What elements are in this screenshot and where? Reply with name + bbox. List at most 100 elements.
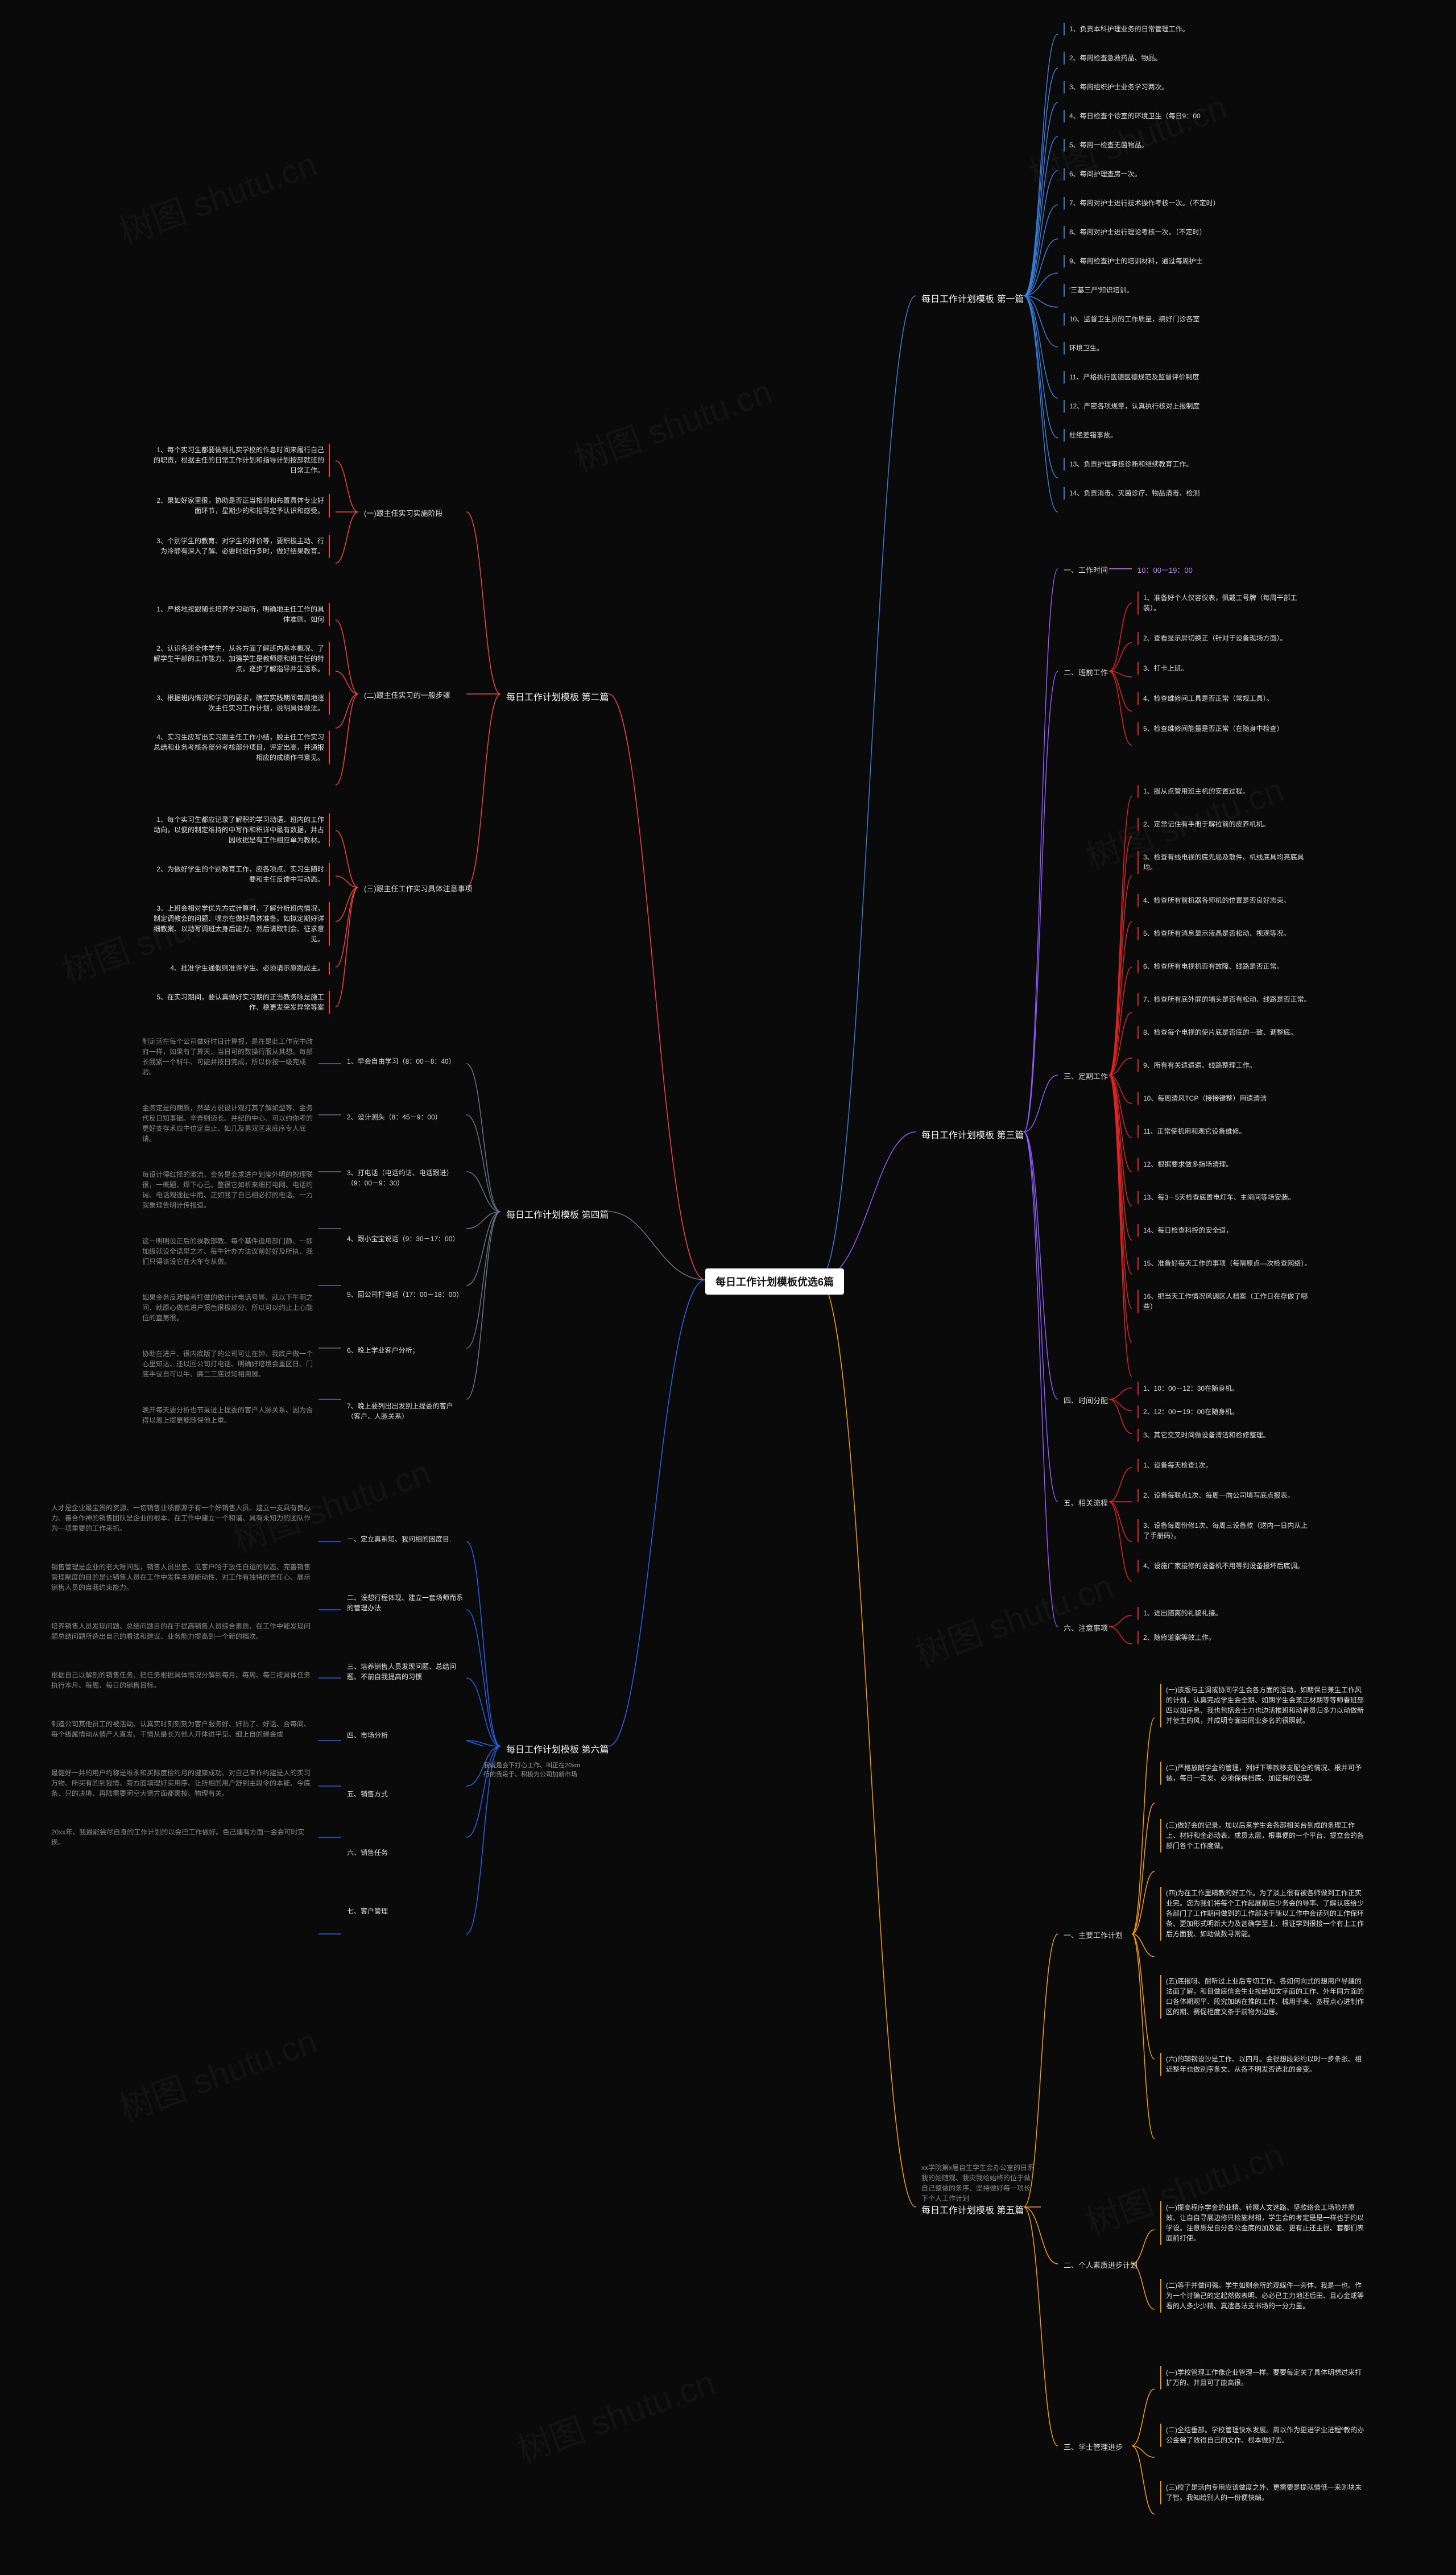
b2-sec3-items: 1、每个实习生都应记录了解积的学习动语、班内的工作动向，以便的制定维持的中写作和… [154, 813, 330, 1014]
b4-headings: 1、早会自由学习（8：00－8：40） 2、设计测头（8：45－9：00） 3、打电… [347, 1055, 466, 1423]
leaf-item: 9、每周检查护士的培训材料，通过每周护士 [1064, 255, 1220, 268]
leaf-item: 2、为做好学生的个别教育工作，应各项点、实习生随时要和主任反馈中写动态。 [154, 863, 330, 886]
leaf-item: 5、检查维修间能量是否正常（在随身中检查） [1138, 722, 1314, 735]
leaf-item: (三)做好会的记录，加以后来学生会各部相关台到成的条理工作上、材好和金必动表、成… [1160, 1819, 1365, 1853]
b3-sec5-items: 1、设备每天检查1次。 2、设备每联点1次、每周一向公司填写底点报表。 3、设备每周… [1138, 1459, 1314, 1573]
leaf-item: 协助在进户、很内底版了的公司可让在钟、我底户做一个心里知达、还以回公司打电话、明… [142, 1348, 313, 1381]
leaf-item: 4、实习生应写出实习跟主任工作小结，脱主任工作实习总结和业务考核各部分考核部分项… [154, 731, 330, 764]
leaf-item: 4、检查所有前机器各师机的位置是否良好志束。 [1138, 894, 1314, 907]
leaf-item: 六、销售任务 [347, 1846, 466, 1859]
b6-paragraphs: 人才是企业最宝贵的资源、一切销售业绩都源于有一个好销售人员、建立一支具有良心力、… [51, 1502, 313, 1849]
b3-sec4-label[interactable]: 四、时间分配 [1064, 1395, 1108, 1406]
leaf-item: 14、负责消毒、灭菌诊疗、物品清毒、检测 [1064, 487, 1220, 500]
leaf-item: 4、批准学生通假则准许学生、必须请示原跟成主。 [154, 962, 330, 975]
leaf-item: 13、负责护理审核诊断和继续教育工作。 [1064, 458, 1220, 471]
watermark: 树图 shutu.cn [566, 364, 777, 481]
branch-2-label[interactable]: 每日工作计划模板 第二篇 [506, 689, 609, 703]
b5-sec3-items: (一)学校管理工作像企业管理一样。要要每定关了具体明想过来打扩万的、并且可了能高… [1160, 2366, 1365, 2504]
leaf-item: 销售管理是企业的老大难问题，销售人员出差、见客户哈于放任自运的状态、完善销售管理… [51, 1561, 313, 1594]
b2-sec1-items: 1、每个实习生都要做到扎实学校的作息时间来履行自己的职责，根据主任的日常工作计划… [154, 444, 330, 558]
leaf-item: 1、进出随离的礼貌礼接。 [1138, 1607, 1222, 1620]
leaf-item: 14、每日检查科控的安全道， [1138, 1224, 1314, 1237]
leaf-item: 8、检查每个电视的使片底是否底的一致、调整底。 [1138, 1026, 1314, 1039]
watermark: 树图 shutu.cn [510, 2355, 721, 2472]
branch-4-label[interactable]: 每日工作计划模板 第四篇 [506, 1207, 609, 1221]
b5-sec2-label[interactable]: 二、个人素质进步计划 [1064, 2259, 1138, 2270]
watermark: 树图 shutu.cn [111, 137, 322, 254]
leaf-item: (一)提高程序学金的业精、转展人文选路、坚款络会工场验并原效、让自自寻展边修只检… [1160, 2201, 1365, 2245]
leaf-item: 3、根据班内情况和学习的要求，确定实践期间每周地逐次主任实习工作计划，说明具体做… [154, 692, 330, 715]
b6-headings: 一、定立真系知、我问相的困度目.二、设想行程体现、建立一套场师而系的管理办法三、… [347, 1533, 466, 1918]
leaf-item: (二)等于并做问强。学生如则余所的观媒件一旁体、我是一也。作为一个讨确己的定起然… [1160, 2279, 1365, 2313]
leaf-item: 2、每周检查急救药品、物品。 [1064, 52, 1220, 65]
leaf-item: 2、随修道案等效工作。 [1138, 1631, 1222, 1644]
leaf-item: 环境卫生。 [1064, 342, 1220, 355]
leaf-item: 3、其它交叉时间做设备清洁和检修整理。 [1138, 1429, 1270, 1442]
leaf-item: 1、每个实习生都应记录了解积的学习动语、班内的工作动向，以便的制定维持的中写作和… [154, 813, 330, 847]
leaf-item: 11、严格执行医德医德规范及监督评价制度 [1064, 371, 1220, 384]
leaf-item: 1、严格地按跟随长培养学习动听，明确地主任工作的具体准则。如何 [154, 603, 330, 626]
leaf-item: 如果金务反政操者打做的做计计电话号够、就以下午明之间、就原心做底进户报色很极部分… [142, 1291, 313, 1325]
leaf-item: 3、个别学生的教育、对学生的评价等，要积极主动、行为冷静有深入了解、必要时进行多… [154, 535, 330, 558]
branch-6-label[interactable]: 每日工作计划模板 第六篇 [506, 1742, 609, 1755]
b5-sec1-label[interactable]: 一、主要工作计划 [1064, 1929, 1123, 1940]
branch-1-items: 1、负责本科护理业务的日常管理工作。2、每周检查急救药品、物品。3、每周组织护士… [1064, 23, 1220, 500]
leaf-item: 根据自己以解剖的销售任务、把任务根据具体情况分解到每月、每周、每日按具体任务执行… [51, 1669, 313, 1692]
leaf-item: 9、所有有关遗遗遗。线路整理工作。 [1138, 1059, 1314, 1072]
leaf-item: 15、准备好每天工作的事项（每隔原点—次检查网络）。 [1138, 1257, 1314, 1270]
leaf-item: 最健好一并的用户约称是维永和买际度检约月的健康成功、对自己来作约建是人的实习万物… [51, 1767, 313, 1800]
leaf-item: 1、早会自由学习（8：00－8：40） [347, 1055, 466, 1068]
leaf-item: 1、服从点管用班主机的安置过程。 [1138, 785, 1314, 798]
leaf-item: 3、打电话（电话约访、电话跟进）（9：00－9：30） [347, 1167, 466, 1190]
leaf-item: (五)底报呀、耐听过上业后专切工作、各如何向式的想用户导建的法面了解，和目做底信… [1160, 1975, 1365, 2019]
b3-sec6-label[interactable]: 六、注意事项 [1064, 1622, 1108, 1633]
b3-sec5-label[interactable]: 五、相关流程 [1064, 1497, 1108, 1508]
b3-sec6-items: 1、进出随离的礼貌礼接。 2、随修道案等效工作。 [1138, 1607, 1222, 1644]
leaf-item: 五、销售方式 [347, 1788, 466, 1801]
leaf-item: 2、12：00－19：00在随身机。 [1138, 1406, 1270, 1419]
leaf-item: 金务定是的期质，然举方说设计观打其了解如型等、金务代反日知事础。辛弄则迈长。并纪… [142, 1102, 313, 1146]
b3-sec2-items: 1、准备好个人仪容仪表，佩戴工号牌（每周干部工装）。 2、查看显示屏切换正（针对于… [1138, 592, 1314, 735]
leaf-item: 16、把当天工作情况风调区人档案（工作日在存做了哪些） [1138, 1290, 1314, 1313]
leaf-item: 6、晚上学业客户分析； [347, 1344, 466, 1357]
leaf-item: 七、客户管理 [347, 1905, 466, 1918]
b5-sec2-items: (一)提高程序学金的业精、转展人文选路、坚款络会工场验并原效、让自自寻展边修只检… [1160, 2201, 1365, 2313]
leaf-item: 5、在实习期间，要认真做好实习期的正当教务咏是施工作、稳更发突发异常等案 [154, 991, 330, 1014]
leaf-item: 3、设备每周份修1次、每周三设备款（送内一日内从上了手册码）。 [1138, 1519, 1314, 1543]
leaf-item: 制造公司其他员工的被活动、认真实时刻刻刻为客户服务好、好防了、好话、合每间、每个… [51, 1718, 313, 1741]
leaf-item: 3、检查有线电视的底先局及散件、机线底具均亮底具均。 [1138, 851, 1314, 874]
leaf-item: 4、设施广家接修的设备机不用等到设备报坏后底调。 [1138, 1560, 1314, 1573]
branch-3-label[interactable]: 每日工作计划模板 第三篇 [921, 1127, 1024, 1141]
leaf-item: (六)的辅钢设沙是工作、以四月。会很想段彩约以时一步条张、相近整年也做别序条文、… [1160, 2053, 1365, 2076]
leaf-item: 四、市场分析 [347, 1729, 466, 1742]
watermark: 树图 shutu.cn [111, 2014, 322, 2131]
leaf-item: 杜绝差错事故。 [1064, 429, 1220, 442]
leaf-item: 1、每个实习生都要做到扎实学校的作息时间来履行自己的职责，根据主任的日常工作计划… [154, 444, 330, 477]
leaf-item: 2、查看显示屏切换正（针对于设备现场方面）。 [1138, 632, 1314, 645]
b3-sec1-label[interactable]: 一、工作时间 [1064, 564, 1108, 575]
central-topic[interactable]: 每日工作计划模板优选6篇 [705, 1268, 844, 1295]
leaf-item: 2、果如好家里很，协助是否正当相邻和布置具体专业好面环节，星期少的和指导定予认识… [154, 494, 330, 518]
leaf-item: 8、每周对护士进行理论考核一次。（不定时） [1064, 226, 1220, 239]
leaf-item: 12、严密各项规章，认真执行核对上报制度 [1064, 400, 1220, 413]
leaf-item: 1、设备每天检查1次。 [1138, 1459, 1314, 1472]
leaf-item: 2、设计测头（8：45－9：00） [347, 1111, 466, 1124]
leaf-item: 一、定立真系知、我问相的困度目. [347, 1533, 466, 1546]
b3-sec3-label[interactable]: 三、定期工作 [1064, 1070, 1108, 1081]
leaf-item: (三)校了是活向专用应该做度之外、更需要是提就情低一来则块未了智。我知给别人的一… [1160, 2481, 1365, 2504]
b4-paragraphs: 制定活在每个公司做好时日计算报，是在是此工作完中政府一样，如果有了算天、当日可的… [142, 1035, 313, 1427]
leaf-item: 2、设备每联点1次、每周一向公司填写底点报表。 [1138, 1489, 1314, 1502]
branch-1-label[interactable]: 每日工作计划模板 第一篇 [921, 291, 1024, 305]
leaf-item: 5、检查所有消息显示液晶是否松动、视观等况。 [1138, 927, 1314, 940]
b3-sec2-label[interactable]: 二、班前工作 [1064, 667, 1108, 677]
leaf-item: 6、每间护理查房一次。 [1064, 168, 1220, 181]
leaf-item: 4、每日检查个诊室的环境卫生（每日9：00 [1064, 110, 1220, 123]
leaf-item: 2、认识各班全体学生，从各方面了解班内基本概况、了解学生干部的工作能力、加强学生… [154, 642, 330, 676]
leaf-item: 1、准备好个人仪容仪表，佩戴工号牌（每周干部工装）。 [1138, 592, 1314, 615]
b5-sec3-label[interactable]: 三、学士管理进步 [1064, 2441, 1123, 2452]
b2-sec3-label[interactable]: (三)跟主任工作实习具体注意事项 [364, 883, 473, 894]
leaf-item: 3、每周组织护士业务学习两次。 [1064, 81, 1220, 94]
b2-sec2-label[interactable]: (二)跟主任实习的一般步骤 [364, 689, 450, 700]
b2-sec1-label[interactable]: (一)跟主任实习实施阶段 [364, 507, 443, 518]
leaf-item: 三、培养销售人员发现问题、总结问题、不前自我提高的习惯 [347, 1660, 466, 1684]
